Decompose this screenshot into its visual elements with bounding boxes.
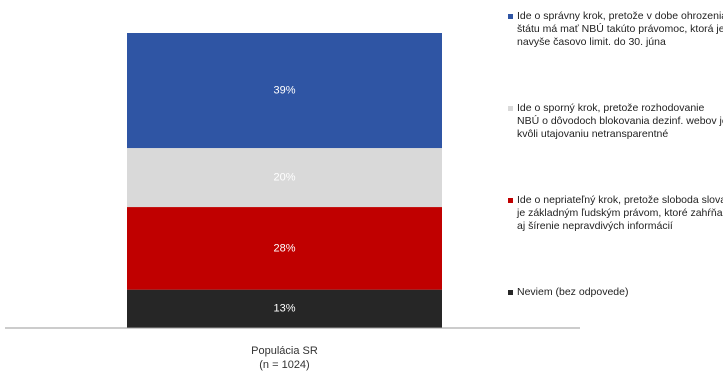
- bar-segment: [127, 207, 442, 290]
- bar-segment: [127, 33, 442, 149]
- legend-label: Ide o nepriateľný krok, pretože sloboda …: [517, 194, 723, 232]
- legend-entry: Ide o nepriateľný krok, pretože sloboda …: [508, 194, 723, 233]
- legend-marker: [508, 198, 513, 203]
- value-label: 13%: [273, 303, 295, 315]
- value-label: 20%: [273, 171, 295, 183]
- legend-label: Ide o správny krok, pretože v dobe ohroz…: [517, 10, 723, 48]
- legend-entry: Neviem (bez odpovede): [508, 286, 723, 299]
- value-label: 39%: [273, 84, 295, 96]
- x-tick-label: Populácia SR (n = 1024): [251, 345, 318, 371]
- legend-marker: [508, 290, 513, 295]
- legend-label: Neviem (bez odpovede): [517, 286, 629, 298]
- legend-marker: [508, 106, 513, 111]
- legend-entry: Ide o sporný krok, pretože rozhodovanie …: [508, 102, 723, 141]
- legend-marker: [508, 14, 513, 19]
- legend-label: Ide o sporný krok, pretože rozhodovanie …: [517, 102, 723, 140]
- bar-segment: [127, 289, 442, 328]
- legend-entry: Ide o správny krok, pretože v dobe ohroz…: [508, 10, 723, 49]
- value-label: 28%: [273, 242, 295, 254]
- bar-segment: [127, 148, 442, 208]
